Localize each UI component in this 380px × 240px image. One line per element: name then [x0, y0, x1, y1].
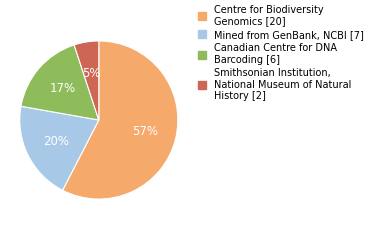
- Text: 5%: 5%: [82, 67, 101, 80]
- Wedge shape: [63, 41, 178, 199]
- Wedge shape: [74, 41, 99, 120]
- Text: 17%: 17%: [50, 83, 76, 96]
- Legend: Centre for Biodiversity
Genomics [20], Mined from GenBank, NCBI [7], Canadian Ce: Centre for Biodiversity Genomics [20], M…: [198, 5, 364, 102]
- Text: 57%: 57%: [132, 125, 158, 138]
- Wedge shape: [21, 45, 99, 120]
- Text: 20%: 20%: [43, 135, 69, 148]
- Wedge shape: [20, 106, 99, 190]
